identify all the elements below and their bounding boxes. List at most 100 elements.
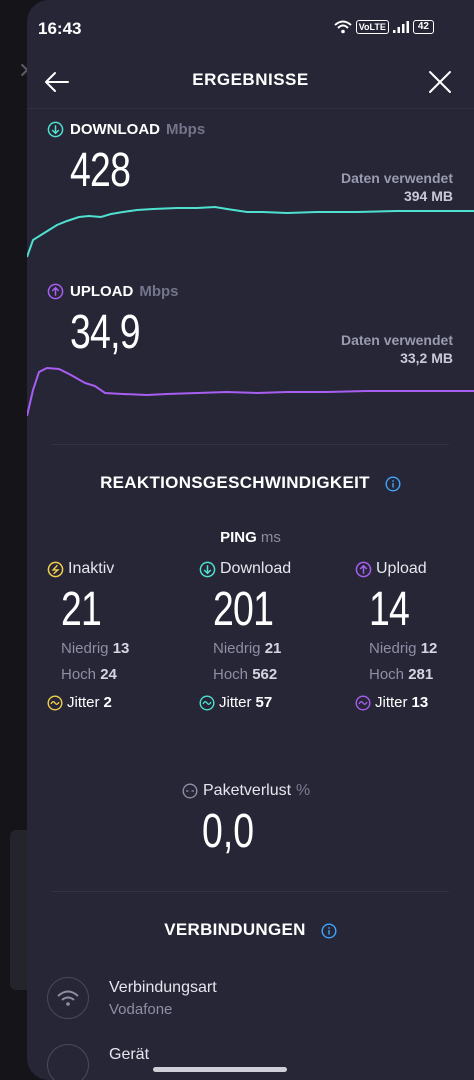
ping-label: PING (220, 529, 257, 546)
jitter-icon (47, 694, 63, 711)
connection-type-row[interactable]: Verbindungsart Vodafone (47, 977, 457, 1037)
wifi-status-icon (334, 20, 352, 34)
ping-high-value: 24 (100, 666, 117, 683)
ping-value: 14 (369, 583, 410, 636)
ping-title: PING ms (27, 529, 474, 546)
jitter-value: 2 (103, 694, 112, 711)
status-icons: VoLTE 42 (334, 20, 434, 34)
upload-value: 34,9 (70, 306, 141, 359)
jitter-label: Jitter (375, 694, 408, 711)
divider (52, 444, 449, 445)
packet-loss-value: 0,0 (202, 805, 255, 858)
ping-high: Hoch 24 (61, 662, 177, 688)
connection-type-value: Vodafone (109, 1001, 173, 1018)
jitter: Jitter 13 (355, 694, 474, 711)
download-unit: Mbps (166, 121, 206, 138)
results-header: ERGEBNISSE (27, 56, 474, 109)
ping-low: Niedrig 12 (369, 636, 474, 662)
ping-column-download: Download 201 Niedrig 21 Hoch 562 Jitter … (199, 560, 329, 711)
ping-low: Niedrig 13 (61, 636, 177, 662)
ping-high: Hoch 281 (369, 662, 474, 688)
ping-column-label: Inaktiv (68, 560, 115, 577)
download-speed-graph (27, 205, 474, 258)
upload-icon (355, 561, 372, 577)
connections-title: VERBINDUNGEN (164, 920, 306, 939)
page-title: ERGEBNISSE (192, 70, 309, 89)
download-speed-line (27, 205, 474, 258)
connection-type-label: Verbindungsart (109, 979, 217, 996)
jitter-value: 13 (411, 694, 429, 711)
ping-high-value: 562 (252, 666, 278, 683)
download-data-used-label: Daten verwendet (340, 170, 453, 186)
packet-loss-header: Paketverlust % (182, 782, 310, 800)
device-row[interactable]: Gerät (47, 1044, 457, 1080)
ping-value: 21 (61, 583, 102, 636)
download-icon (47, 121, 64, 138)
close-button[interactable] (424, 66, 456, 98)
upload-label: UPLOAD (70, 283, 134, 300)
ping-high-value: 281 (408, 666, 434, 683)
jitter-label: Jitter (219, 694, 252, 711)
ping-high-label: Hoch (61, 666, 97, 683)
jitter-icon (355, 694, 371, 711)
info-icon[interactable] (385, 476, 401, 492)
results-sheet: 16:43 VoLTE 42 ERGEBNISSE (27, 0, 474, 1080)
ping-high-label: Hoch (213, 666, 249, 683)
volte-badge: VoLTE (355, 20, 389, 34)
upload-data-used-value: 33,2 MB (400, 350, 453, 366)
ping-low-label: Niedrig (213, 640, 261, 657)
upload-data-used-label: Daten verwendet (340, 332, 453, 348)
download-data-used-value: 394 MB (403, 188, 453, 204)
connections-section-title: VERBINDUNGEN (27, 920, 474, 940)
jitter: Jitter 2 (47, 694, 177, 711)
ping-low: Niedrig 21 (213, 636, 329, 662)
ping-low-value: 12 (420, 640, 438, 657)
download-value: 428 (70, 144, 131, 197)
upload-unit: Mbps (139, 283, 179, 300)
ping-unit: ms (260, 529, 281, 546)
status-bar: 16:43 VoLTE 42 (27, 0, 474, 56)
info-icon[interactable] (321, 923, 337, 939)
signal-icon (392, 21, 409, 33)
home-indicator[interactable] (153, 1067, 287, 1072)
ping-low-label: Niedrig (61, 640, 109, 657)
ping-column-header: Download (199, 560, 329, 578)
arrow-left-icon (45, 72, 69, 92)
upload-speed-graph (27, 366, 474, 417)
ping-low-value: 21 (264, 640, 282, 657)
device-icon (47, 1044, 89, 1080)
idle-icon (47, 561, 64, 577)
download-data-used: Daten verwendet 394 MB (341, 169, 453, 205)
ping-column-label: Upload (376, 560, 427, 577)
ping-value: 201 (213, 583, 274, 636)
upload-header: UPLOAD Mbps (47, 283, 179, 300)
jitter-value: 57 (255, 694, 273, 711)
ping-column-header: Upload (355, 560, 474, 578)
ping-column-upload: Upload 14 Niedrig 12 Hoch 281 Jitter 13 (355, 560, 474, 711)
ping-column-label: Download (220, 560, 292, 577)
download-icon (199, 561, 216, 577)
jitter-label: Jitter (67, 694, 100, 711)
packet-loss-label: Paketverlust (203, 782, 292, 799)
battery-indicator: 42 (412, 20, 434, 34)
packet-loss-icon (182, 783, 198, 799)
ping-high-label: Hoch (369, 666, 405, 683)
wifi-icon (47, 977, 89, 1019)
jitter-icon (199, 694, 215, 711)
close-icon (429, 71, 451, 93)
upload-speed-line (27, 366, 474, 417)
packet-loss-unit: % (296, 782, 311, 799)
upload-icon (47, 283, 64, 300)
divider (52, 891, 449, 892)
device-label: Gerät (109, 1046, 150, 1063)
status-time: 16:43 (38, 19, 82, 38)
ping-high: Hoch 562 (213, 662, 329, 688)
ping-low-value: 13 (112, 640, 130, 657)
reaction-section-title: REAKTIONSGESCHWINDIGKEIT (27, 473, 474, 493)
ping-column-header: Inaktiv (47, 560, 177, 578)
ping-low-label: Niedrig (369, 640, 417, 657)
download-header: DOWNLOAD Mbps (47, 121, 205, 138)
ping-column-idle: Inaktiv 21 Niedrig 13 Hoch 24 Jitter 2 (47, 560, 177, 711)
download-label: DOWNLOAD (70, 121, 160, 138)
back-button[interactable] (41, 66, 73, 98)
